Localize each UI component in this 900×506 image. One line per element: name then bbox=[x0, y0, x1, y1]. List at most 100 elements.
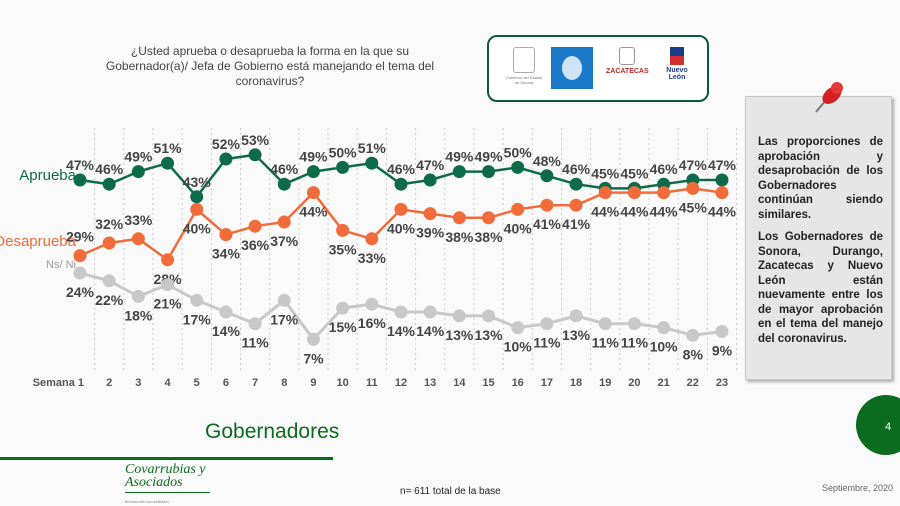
desaprueba-point bbox=[131, 232, 145, 246]
insight-paragraph-2: Los Gobernadores de Sonora, Durango, Zac… bbox=[758, 231, 883, 345]
aprueba-point bbox=[569, 177, 583, 191]
desaprueba-data-label: 29% bbox=[66, 229, 95, 245]
ns-ni-point bbox=[277, 293, 291, 307]
x-tick-label: 22 bbox=[687, 377, 699, 389]
ns-ni-data-label: 10% bbox=[650, 339, 679, 355]
aprueba-point bbox=[482, 165, 496, 179]
aprueba-point bbox=[511, 160, 525, 174]
desaprueba-point bbox=[452, 211, 466, 225]
aprueba-data-label: 49% bbox=[445, 149, 474, 165]
desaprueba-data-label: 35% bbox=[329, 241, 358, 257]
desaprueba-data-label: 44% bbox=[299, 204, 328, 220]
aprueba-data-label: 47% bbox=[66, 157, 95, 173]
nuevo-leon-logo-text: Nuevo León bbox=[666, 67, 688, 81]
desaprueba-data-label: 44% bbox=[708, 204, 737, 220]
desaprueba-point bbox=[657, 186, 671, 200]
aprueba-point bbox=[190, 190, 204, 204]
line-chart: Semana 1 2 3 4 5 6 7 8 9 10 11 12 13 14 15 16 17 18 19 20 21… bbox=[0, 128, 738, 389]
ns-ni-data-label: 17% bbox=[183, 311, 212, 327]
desaprueba-point bbox=[511, 202, 525, 216]
desaprueba-point bbox=[715, 186, 729, 200]
ns-ni-point bbox=[715, 325, 729, 338]
desaprueba-point bbox=[627, 186, 641, 200]
x-tick-label: 10 bbox=[336, 377, 348, 389]
desaprueba-point bbox=[365, 232, 379, 246]
aprueba-point bbox=[336, 160, 350, 174]
ns-ni-data-label: 14% bbox=[212, 323, 241, 339]
x-tick-label: 20 bbox=[628, 377, 640, 389]
aprueba-data-label: 53% bbox=[241, 132, 270, 148]
x-tick-label: 23 bbox=[716, 377, 728, 389]
desaprueba-data-label: 40% bbox=[504, 220, 533, 236]
desaprueba-data-label: 38% bbox=[445, 229, 474, 245]
desaprueba-point bbox=[306, 186, 320, 200]
ns-ni-data-label: 14% bbox=[387, 323, 416, 339]
desaprueba-series-label: Desaprueba bbox=[0, 233, 77, 250]
desaprueba-data-label: 41% bbox=[533, 216, 562, 232]
aprueba-data-label: 46% bbox=[95, 161, 124, 177]
x-tick-label: 13 bbox=[424, 377, 436, 389]
aprueba-data-label: 48% bbox=[533, 153, 562, 169]
ns-ni-data-label: 24% bbox=[66, 284, 95, 300]
x-tick-label: 9 bbox=[310, 377, 316, 389]
desaprueba-data-label: 39% bbox=[416, 225, 445, 241]
section-title: Gobernadores bbox=[205, 420, 340, 443]
desaprueba-data-label: 44% bbox=[591, 204, 620, 220]
ns-ni-point bbox=[482, 309, 496, 323]
insight-box: Las proporciones de aprobación y desapro… bbox=[745, 96, 892, 380]
ns-ni-point bbox=[190, 293, 204, 307]
ns-ni-series-label: Ns/ Ni bbox=[46, 259, 76, 271]
sample-note: n= 611 total de la base bbox=[400, 486, 501, 497]
aprueba-point bbox=[219, 152, 233, 166]
desaprueba-point bbox=[336, 223, 350, 237]
aprueba-data-label: 51% bbox=[358, 140, 387, 156]
ns-ni-data-label: 15% bbox=[329, 319, 358, 335]
aprueba-point bbox=[277, 177, 291, 191]
ns-ni-point bbox=[657, 321, 671, 335]
ns-ni-data-label: 11% bbox=[241, 335, 269, 351]
ns-ni-data-label: 7% bbox=[303, 350, 324, 366]
x-tick-label: 7 bbox=[252, 377, 258, 389]
aprueba-data-label: 52% bbox=[212, 136, 241, 152]
x-tick-label: 12 bbox=[395, 377, 407, 389]
aprueba-data-label: 50% bbox=[329, 144, 358, 160]
ns-ni-data-label: 16% bbox=[358, 315, 387, 331]
ns-ni-data-label: 18% bbox=[124, 307, 153, 323]
aprueba-point bbox=[161, 156, 175, 170]
desaprueba-point bbox=[569, 198, 583, 212]
sonora-logo: Gobierno del Estado de Sonora bbox=[504, 47, 544, 89]
desaprueba-data-label: 45% bbox=[679, 199, 708, 215]
push-pin-icon bbox=[815, 82, 843, 113]
ns-ni-data-label: 13% bbox=[445, 327, 474, 343]
aprueba-point bbox=[102, 177, 116, 191]
ns-ni-data-label: 17% bbox=[270, 311, 299, 327]
desaprueba-point bbox=[190, 202, 204, 216]
aprueba-data-label: 45% bbox=[591, 165, 620, 181]
desaprueba-point bbox=[423, 207, 437, 221]
ns-ni-point bbox=[423, 305, 437, 319]
ns-ni-point bbox=[627, 317, 641, 331]
company-tagline: Información con resultados bbox=[125, 492, 210, 506]
ns-ni-data-label: 21% bbox=[154, 296, 183, 312]
aprueba-data-label: 43% bbox=[183, 174, 212, 190]
aprueba-point bbox=[423, 173, 437, 187]
aprueba-data-label: 47% bbox=[679, 157, 708, 173]
x-tick-label: 11 bbox=[366, 377, 378, 389]
aprueba-data-label: 46% bbox=[650, 161, 679, 177]
company-logo: Covarrubias y Asociados Información con r… bbox=[125, 463, 210, 506]
ns-ni-point bbox=[540, 317, 554, 331]
ns-ni-data-label: 8% bbox=[683, 346, 704, 362]
company-logo-text: Covarrubias y Asociados bbox=[125, 462, 206, 490]
ns-ni-point bbox=[336, 301, 350, 315]
ns-ni-point bbox=[686, 328, 700, 342]
aprueba-data-label: 50% bbox=[504, 144, 533, 160]
desaprueba-point bbox=[248, 219, 262, 233]
desaprueba-data-label: 32% bbox=[95, 216, 124, 232]
desaprueba-data-label: 33% bbox=[124, 212, 153, 228]
ns-ni-data-label: 10% bbox=[504, 339, 533, 355]
ns-ni-point bbox=[131, 289, 145, 303]
ns-ni-data-label: 9% bbox=[712, 343, 733, 359]
ns-ni-point bbox=[161, 278, 175, 292]
desaprueba-point bbox=[219, 228, 233, 242]
